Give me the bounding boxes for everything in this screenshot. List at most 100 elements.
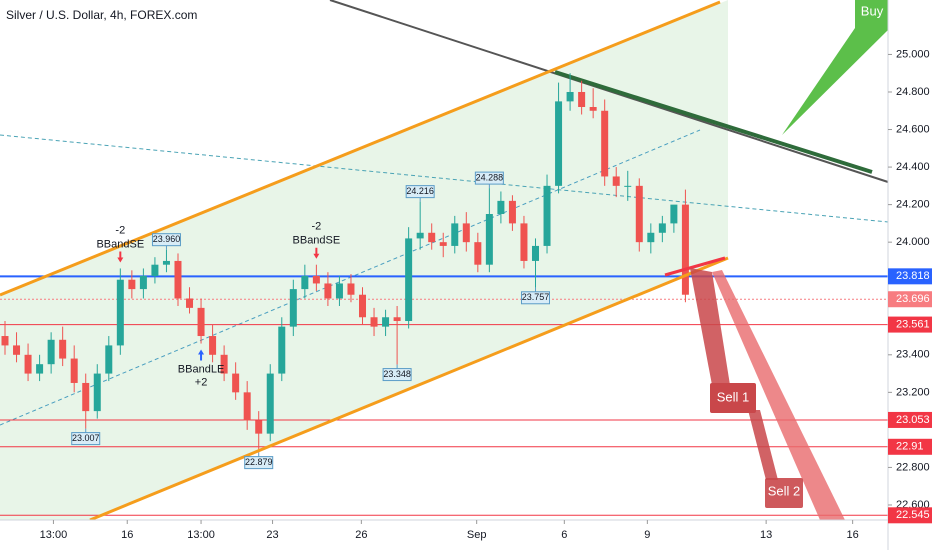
x-tick-label: Sep bbox=[467, 529, 487, 541]
candle-body bbox=[186, 298, 194, 308]
candle-body bbox=[105, 345, 113, 374]
price-label: 24.216 bbox=[406, 186, 434, 196]
candle-body bbox=[497, 200, 505, 215]
price-label: 24.288 bbox=[476, 172, 504, 182]
price-label-box bbox=[520, 291, 550, 305]
sell1-arrow bbox=[690, 268, 730, 385]
price-label: 23.757 bbox=[522, 292, 550, 302]
candle-body bbox=[543, 185, 551, 246]
x-tick-label: 13:00 bbox=[187, 529, 215, 541]
break-marker bbox=[664, 256, 726, 277]
price-tag bbox=[888, 291, 932, 308]
sell2-label: Sell 2 bbox=[768, 483, 801, 498]
channel-midline bbox=[0, 129, 701, 426]
price-tag-label: 23.696 bbox=[896, 293, 930, 305]
y-tick-label: 24.800 bbox=[896, 86, 930, 98]
sell1-tail bbox=[748, 410, 778, 480]
price-label-box bbox=[244, 456, 274, 470]
sell1-box bbox=[710, 383, 756, 413]
x-tick-label: 9 bbox=[644, 529, 650, 541]
candle-body bbox=[566, 91, 574, 102]
candle-body bbox=[255, 420, 263, 434]
price-label: 23.348 bbox=[383, 369, 411, 379]
dashed-trendline bbox=[0, 134, 889, 223]
candle-body bbox=[624, 185, 632, 187]
price-label: 22.879 bbox=[245, 457, 273, 467]
y-tick-label: 24.600 bbox=[896, 123, 930, 135]
buy-arrow bbox=[782, 28, 888, 135]
buy-label: Buy bbox=[861, 3, 884, 18]
channel-lower bbox=[89, 256, 729, 522]
candle-body bbox=[359, 294, 367, 318]
candle-body bbox=[520, 223, 528, 261]
candle-body bbox=[209, 336, 217, 355]
candle-body bbox=[243, 392, 251, 421]
candle-body bbox=[128, 279, 136, 290]
candle-body bbox=[139, 275, 147, 290]
candle-body bbox=[335, 283, 343, 299]
candle-body bbox=[36, 364, 44, 374]
candle-body bbox=[162, 260, 170, 265]
candle-body bbox=[82, 382, 90, 412]
candle-body bbox=[647, 232, 655, 243]
candle-body bbox=[1, 336, 9, 346]
price-tag bbox=[888, 438, 932, 455]
candle-body bbox=[312, 275, 320, 284]
signal-name: BBandLE bbox=[178, 363, 224, 375]
candle-body bbox=[24, 354, 32, 374]
price-label-box bbox=[474, 171, 504, 185]
candle-body bbox=[474, 242, 482, 265]
signal-name: BBandSE bbox=[293, 235, 341, 247]
candle-body bbox=[70, 358, 78, 383]
price-tag-label: 22.545 bbox=[896, 509, 930, 521]
price-label-box bbox=[382, 368, 412, 382]
candle-body bbox=[601, 110, 609, 177]
price-tag bbox=[888, 268, 932, 285]
x-tick-label: 26 bbox=[355, 529, 367, 541]
candle-body bbox=[93, 373, 101, 412]
candle-body bbox=[116, 279, 124, 346]
x-tick-label: 6 bbox=[561, 529, 567, 541]
candle-body bbox=[451, 223, 459, 246]
candle-body bbox=[416, 232, 424, 239]
candle-body bbox=[485, 214, 493, 265]
sell2-arrow bbox=[712, 270, 845, 520]
candle-body bbox=[589, 107, 597, 111]
candle-body bbox=[382, 317, 390, 327]
buy-box bbox=[855, 0, 890, 30]
candle-body bbox=[197, 307, 205, 337]
candle-body bbox=[508, 200, 516, 224]
resistance-highlight bbox=[554, 70, 873, 174]
candle-body bbox=[578, 91, 586, 108]
price-tag-label: 22.91 bbox=[896, 441, 924, 453]
price-label: 23.960 bbox=[153, 234, 181, 244]
candle-body bbox=[13, 345, 21, 355]
signal-name: BBandSE bbox=[96, 238, 144, 250]
price-tag-label: 23.053 bbox=[896, 414, 930, 426]
candle-body bbox=[405, 238, 413, 322]
x-tick-label: 16 bbox=[121, 529, 133, 541]
candle-body bbox=[670, 204, 678, 224]
candle-body bbox=[232, 373, 240, 393]
candle-body bbox=[370, 317, 378, 327]
candle-body bbox=[59, 339, 67, 359]
price-tag bbox=[888, 411, 932, 428]
candle-body bbox=[289, 289, 297, 327]
candle-body bbox=[439, 242, 447, 246]
price-tag-label: 23.818 bbox=[896, 270, 930, 282]
candle-body bbox=[151, 264, 159, 276]
channel-fill bbox=[0, 0, 728, 520]
candle-body bbox=[462, 223, 470, 243]
chart-title: Silver / U.S. Dollar, 4h, FOREX.com bbox=[6, 8, 197, 22]
price-label-box bbox=[405, 185, 435, 199]
y-tick-label: 22.800 bbox=[896, 461, 930, 473]
signal-qty: -2 bbox=[311, 221, 321, 233]
price-tag bbox=[888, 507, 932, 524]
candle-body bbox=[612, 176, 620, 186]
candle-body bbox=[635, 185, 643, 243]
candle-body bbox=[174, 260, 182, 299]
y-tick-label: 25.000 bbox=[896, 48, 930, 60]
candle-body bbox=[393, 317, 401, 322]
price-label: 23.007 bbox=[72, 433, 100, 443]
